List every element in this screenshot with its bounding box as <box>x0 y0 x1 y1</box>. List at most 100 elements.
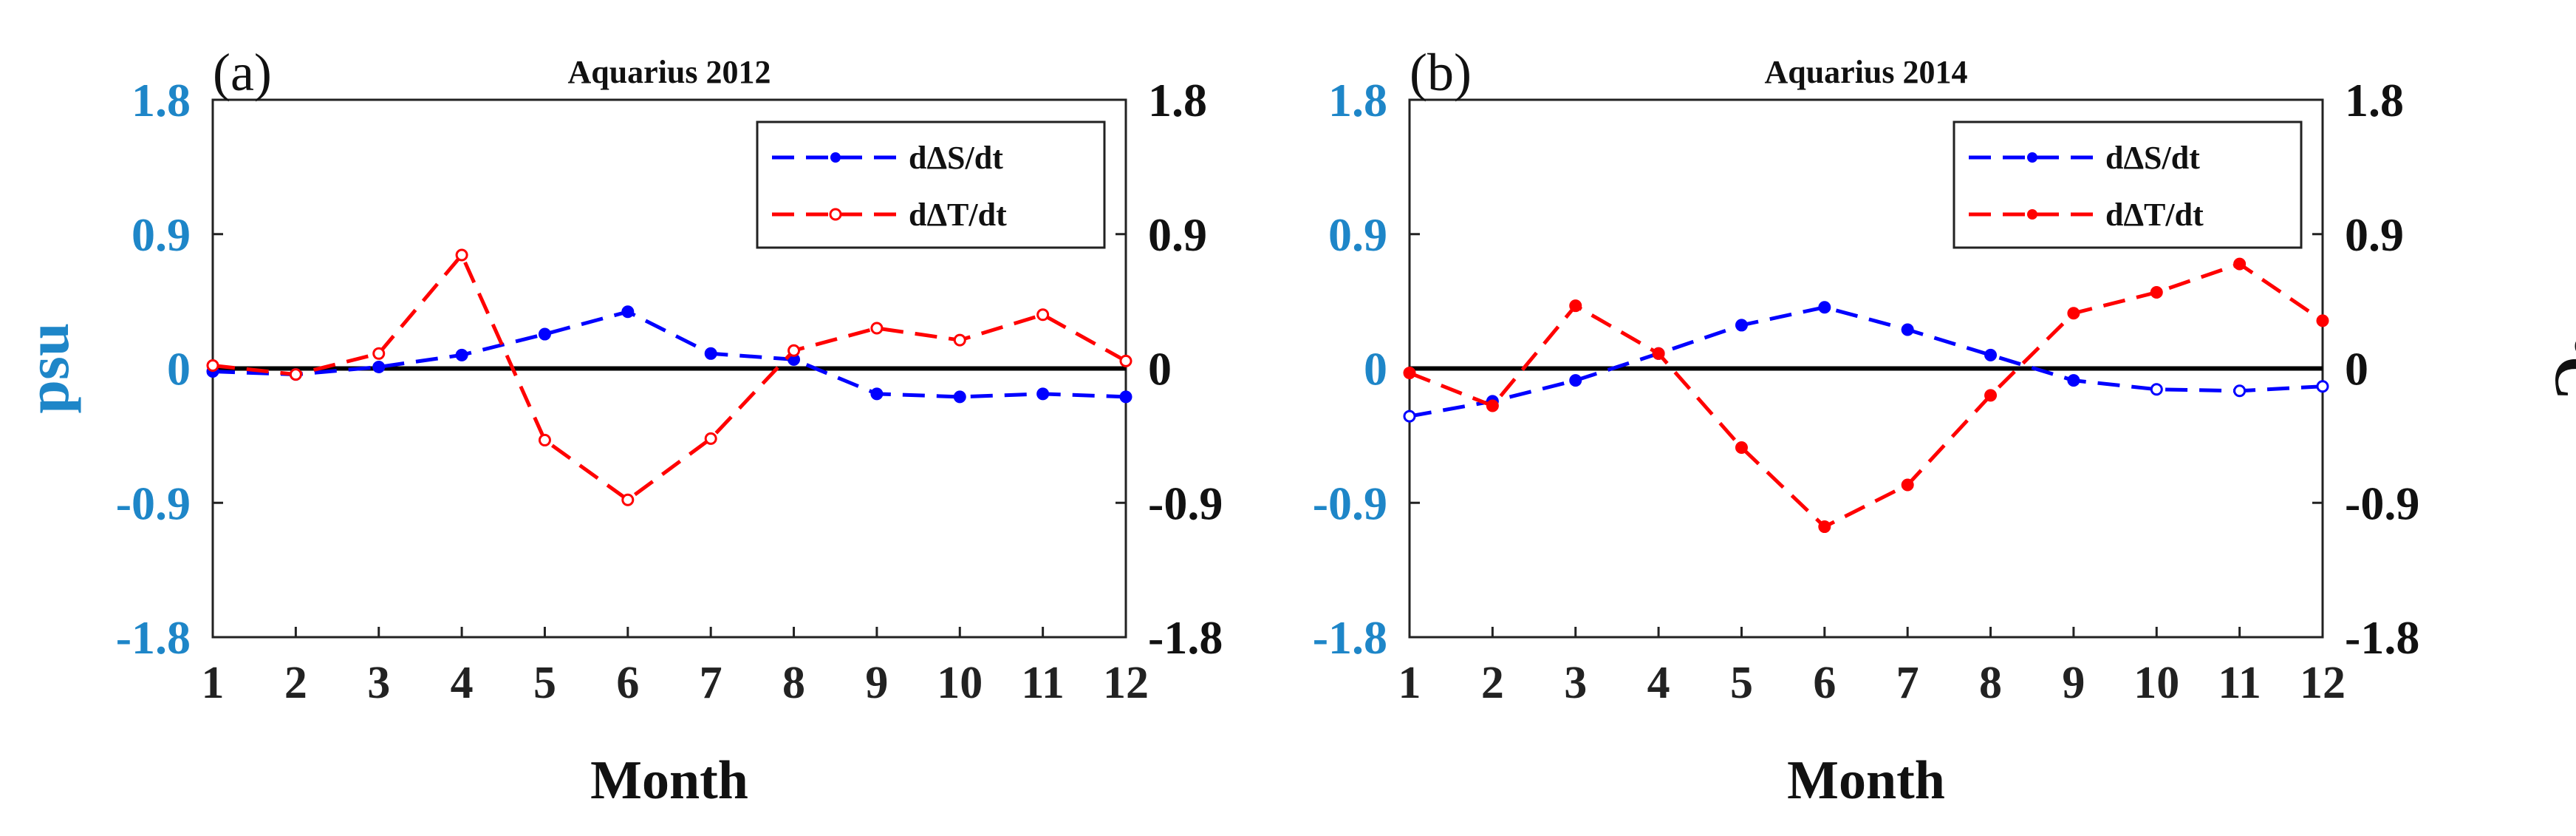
data-point-temperature <box>1403 367 1416 380</box>
chart-title-a: Aquarius 2012 <box>567 54 771 90</box>
data-point-temperature <box>538 433 551 446</box>
data-point-salinity <box>2150 383 2163 396</box>
data-point-temperature <box>1901 478 1914 492</box>
y-tick-label-right: 0.9 <box>2345 208 2404 261</box>
data-point-temperature <box>206 358 219 372</box>
left-y-ticks-a: 1.8 0.9 0 -0.9 -1.8 <box>116 74 223 664</box>
chart-panel-a: (a) Aquarius 2012 Month psu 1.8 0.9 0 -0.9 -… <box>14 43 1223 811</box>
x-tick-label: 2 <box>1481 658 1504 708</box>
data-point-temperature <box>621 493 635 506</box>
x-ticks-b: 1 2 3 4 5 6 7 8 9 10 11 12 <box>1398 627 2346 708</box>
x-tick-label: 12 <box>1103 658 1149 708</box>
panel-label-b: (b) <box>1410 43 1472 102</box>
legend-a: dΔS/dt dΔT/dt <box>756 120 1106 249</box>
x-tick-label: 4 <box>451 658 474 708</box>
series-line-temperature <box>1409 262 2324 529</box>
data-point-salinity <box>1036 387 1050 401</box>
series-group-b <box>1403 257 2329 534</box>
y-tick-label-right: -0.9 <box>2345 477 2419 529</box>
data-point-salinity <box>2233 384 2247 398</box>
data-point-salinity <box>1818 301 1831 314</box>
x-tick-label: 6 <box>1813 658 1836 708</box>
y-tick-label-left: -0.9 <box>1313 477 1387 529</box>
x-axis-label-a: Month <box>590 750 748 811</box>
data-point-temperature <box>788 344 801 357</box>
y-tick-label-right: 0 <box>2345 343 2368 395</box>
x-tick-label: 11 <box>2218 658 2261 708</box>
y-tick-label-left: 0 <box>1364 343 1387 395</box>
celsius-letter: C <box>2543 356 2576 400</box>
y-tick-label-right: -0.9 <box>1148 477 1223 529</box>
data-point-salinity <box>1569 374 1582 387</box>
data-point-temperature <box>1119 354 1132 367</box>
legend-label-temperature-b: dΔT/dt <box>2105 197 2204 233</box>
x-tick-label: 3 <box>1564 658 1587 708</box>
legend-box-a <box>756 120 1106 249</box>
x-tick-label: 10 <box>2133 658 2179 708</box>
x-ticks-a: 1 2 3 4 5 6 7 8 9 10 11 12 <box>202 627 1149 708</box>
y-tick-label-right: 1.8 <box>1148 74 1207 126</box>
x-tick-label: 9 <box>865 658 888 708</box>
data-point-temperature <box>1486 399 1499 412</box>
x-tick-label: 5 <box>533 658 556 708</box>
right-y-ticks-a: 1.8 0.9 0 -0.9 -1.8 <box>1116 74 1223 664</box>
data-point-salinity <box>1901 323 1914 336</box>
right-y-ticks-b: 1.8 0.9 0 -0.9 -1.8 <box>2312 74 2419 664</box>
data-point-temperature <box>1036 308 1050 322</box>
x-tick-label: 6 <box>616 658 639 708</box>
y-tick-label-left: -0.9 <box>116 477 191 529</box>
legend-marker-temperature-a <box>829 208 842 221</box>
x-axis-label-b: Month <box>1787 750 1945 811</box>
data-point-temperature <box>372 347 386 360</box>
x-tick-label: 11 <box>1021 658 1065 708</box>
series-group-a <box>206 248 1132 506</box>
x-tick-label: 8 <box>782 658 805 708</box>
y-axis-label-left-a: psu <box>14 322 81 413</box>
x-tick-label: 10 <box>937 658 983 708</box>
legend-b: dΔS/dt dΔT/dt <box>1953 120 2303 249</box>
data-point-salinity <box>1119 390 1132 404</box>
data-point-salinity <box>2316 380 2329 393</box>
data-point-salinity <box>621 305 635 319</box>
data-point-salinity <box>1403 409 1416 423</box>
data-point-salinity <box>1735 319 1748 332</box>
x-tick-label: 9 <box>2062 658 2085 708</box>
y-tick-label-right: 0.9 <box>1148 208 1207 261</box>
panel-label-a: (a) <box>213 43 272 102</box>
data-point-temperature <box>2316 314 2329 327</box>
data-point-salinity <box>1984 348 1998 361</box>
x-tick-label: 2 <box>284 658 307 708</box>
data-point-temperature <box>1984 389 1998 402</box>
legend-label-salinity-a: dΔS/dt <box>909 140 1003 176</box>
data-point-salinity <box>455 348 468 361</box>
x-tick-label: 1 <box>1398 658 1421 708</box>
series-line-salinity <box>1409 305 2323 418</box>
data-point-temperature <box>953 333 966 347</box>
y-tick-label-left: 0.9 <box>131 208 191 261</box>
legend-box-b <box>1953 120 2303 249</box>
data-point-temperature <box>289 368 302 381</box>
data-point-temperature <box>870 322 884 335</box>
data-point-temperature <box>455 248 468 262</box>
y-tick-label-left: 1.8 <box>131 74 191 126</box>
x-tick-label: 7 <box>700 658 722 708</box>
data-point-salinity <box>953 390 966 404</box>
y-tick-label-left: -1.8 <box>116 611 191 664</box>
data-point-temperature <box>2233 257 2247 271</box>
y-tick-label-left: 0 <box>167 343 191 395</box>
data-point-salinity <box>538 327 551 341</box>
data-point-salinity <box>704 347 717 360</box>
data-point-temperature <box>1652 347 1665 360</box>
x-tick-label: 3 <box>367 658 390 708</box>
x-tick-label: 7 <box>1896 658 1919 708</box>
y-tick-label-right: 0 <box>1148 343 1172 395</box>
legend-marker-temperature-b <box>2027 209 2037 220</box>
y-tick-label-right: -1.8 <box>2345 611 2419 664</box>
legend-label-salinity-b: dΔS/dt <box>2105 140 2200 176</box>
data-point-salinity <box>870 387 884 401</box>
data-point-salinity <box>372 360 386 373</box>
y-tick-label-left: 1.8 <box>1328 74 1387 126</box>
data-point-temperature <box>1569 299 1582 313</box>
series-line-salinity <box>212 310 1127 399</box>
